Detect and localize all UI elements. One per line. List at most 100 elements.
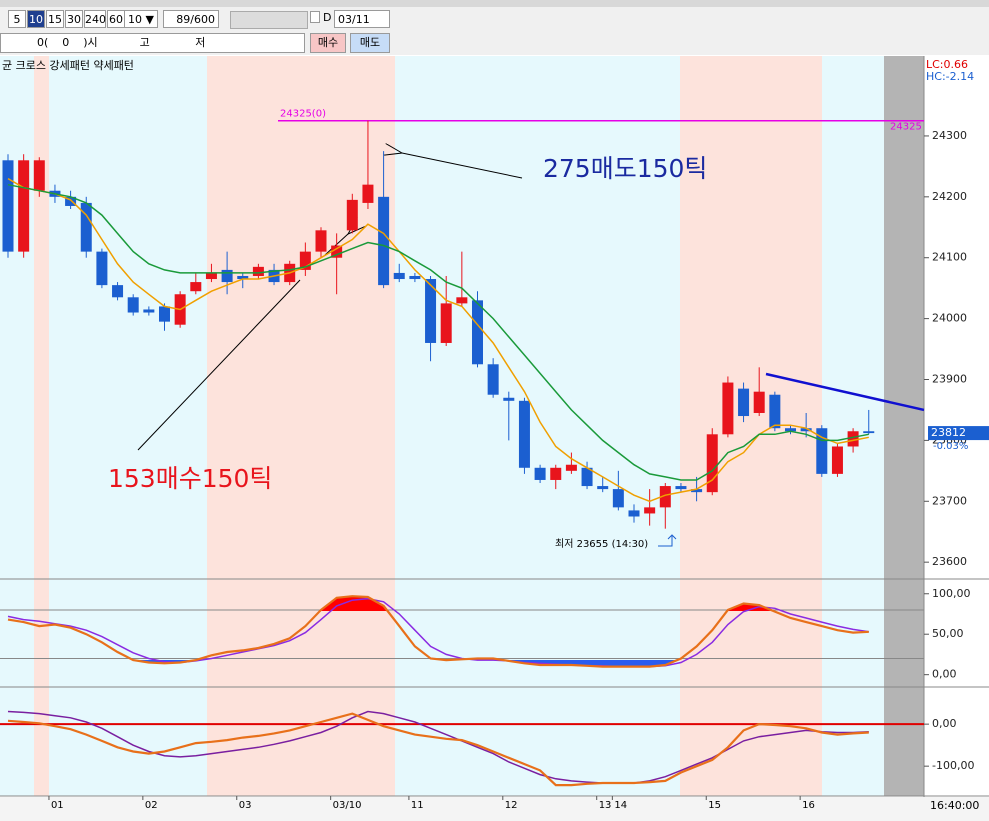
trend-line — [765, 372, 925, 412]
period-button[interactable]: 60 — [107, 10, 125, 28]
candle-body — [612, 489, 624, 508]
tool-icons[interactable] — [230, 11, 308, 29]
candle-body — [440, 303, 452, 343]
checkbox[interactable] — [310, 11, 320, 23]
candle-body — [299, 251, 311, 270]
candle-body — [863, 431, 875, 434]
chart: 균 크로스 강세패턴 약세패턴 LC:0.66 HC:-2.14 275매도15… — [0, 56, 989, 821]
period-select[interactable]: 10 ▼ — [124, 10, 158, 28]
candle-body — [331, 245, 343, 258]
candle-body — [753, 391, 765, 413]
period-button[interactable]: 30 — [65, 10, 83, 28]
x-tick-label: 15 — [708, 800, 721, 811]
period-button[interactable]: 240 — [84, 10, 106, 28]
candle-body — [534, 467, 546, 480]
candle-body — [205, 272, 217, 280]
candle-body — [362, 184, 374, 203]
candle-body — [409, 275, 421, 280]
x-tick-label: 03 — [239, 800, 252, 811]
candle-body — [346, 199, 358, 231]
date-box[interactable]: 03/11 — [334, 10, 390, 28]
select-value: 10 — [128, 13, 142, 26]
period-button[interactable]: 15 — [46, 10, 64, 28]
candle-body — [18, 160, 30, 252]
x-tick-label: 02 — [145, 800, 158, 811]
bg-future — [884, 56, 924, 796]
candle-body — [738, 388, 750, 417]
candle-body — [675, 486, 687, 490]
arrow — [402, 153, 523, 179]
y-tick-label: 50,00 — [932, 627, 964, 640]
count-box[interactable]: 89/600 — [163, 10, 219, 28]
candle-body — [33, 160, 45, 191]
candle-body — [597, 486, 609, 490]
low-arrow — [658, 534, 677, 547]
candle-body — [659, 486, 671, 508]
candle-body — [159, 306, 170, 322]
indicator-line — [7, 597, 869, 668]
bg-band — [34, 56, 49, 796]
pattern-legend: 균 크로스 강세패턴 약세패턴 — [2, 58, 134, 72]
y-tick-label: 0,00 — [932, 717, 957, 730]
candle-body — [65, 196, 77, 206]
candle-body — [628, 510, 640, 517]
day-label: D — [323, 11, 332, 24]
lc-label: LC:0.66 — [926, 58, 968, 71]
candle-body — [785, 428, 796, 432]
hc-label: HC:-2.14 — [926, 70, 974, 83]
x-tick-label: 03/10 — [333, 800, 362, 811]
low-note: 최저 23655 (14:30) — [555, 538, 648, 550]
moving-average — [7, 177, 869, 503]
time-label: 16:40:00 — [930, 799, 979, 812]
y-tick-label: 24300 — [932, 129, 967, 142]
last-price: 23812 — [931, 426, 966, 439]
candle-body — [190, 282, 202, 292]
candle-body — [769, 394, 781, 429]
indicator-line — [7, 595, 869, 668]
candle-body — [565, 464, 577, 471]
candle-body — [816, 428, 828, 474]
candle-body — [518, 400, 530, 468]
candle-body — [2, 160, 14, 252]
arrow — [137, 279, 301, 451]
bg-band — [207, 56, 395, 796]
candle-body — [456, 297, 468, 304]
candle-body — [315, 230, 327, 252]
candle-body — [425, 279, 437, 343]
candle-body — [112, 285, 124, 298]
last-change: -0.03% — [933, 441, 968, 452]
buy-annotation: 153매수150틱 — [108, 464, 272, 493]
candle-body — [221, 269, 233, 283]
top-strip — [0, 0, 989, 7]
y-tick-label: 0,00 — [932, 668, 957, 681]
y-tick-label: 23700 — [932, 494, 967, 507]
y-tick-label: 24100 — [932, 251, 967, 264]
y-tick-label: 23600 — [932, 555, 967, 568]
candle-body — [378, 196, 390, 286]
period-button[interactable]: 5 — [8, 10, 26, 28]
candle-body — [550, 467, 562, 480]
indicator-line — [7, 712, 869, 787]
candle-body — [80, 202, 92, 252]
y-tick-label: 24200 — [932, 190, 967, 203]
order-row: 0( 0 )시 고 저 매수 매도 — [0, 31, 989, 55]
toolbar: 5 10 15 30 240 60 10 ▼ 89/600 D 03/11 — [0, 7, 989, 31]
x-tick-label: 14 — [614, 800, 627, 811]
x-axis-band — [0, 797, 989, 821]
price-row: 0( 0 )시 고 저 — [0, 33, 305, 53]
candle-body — [127, 297, 139, 313]
y-tick-label: 23900 — [932, 372, 967, 385]
high-line-label: 24325(0) — [280, 109, 326, 120]
x-tick-label: 11 — [411, 800, 424, 811]
candle-body — [252, 266, 264, 276]
x-tick-label: 16 — [802, 800, 815, 811]
sell-button[interactable]: 매도 — [350, 33, 390, 53]
y-tick-label: 24000 — [932, 312, 967, 325]
candle-body — [487, 364, 499, 395]
x-tick-label: 01 — [51, 800, 64, 811]
period-button[interactable]: 10 — [27, 10, 45, 28]
buy-button[interactable]: 매수 — [310, 33, 346, 53]
candle-body — [472, 300, 483, 365]
last-price-box — [928, 426, 989, 441]
y-tick-label: -100,00 — [932, 759, 974, 772]
